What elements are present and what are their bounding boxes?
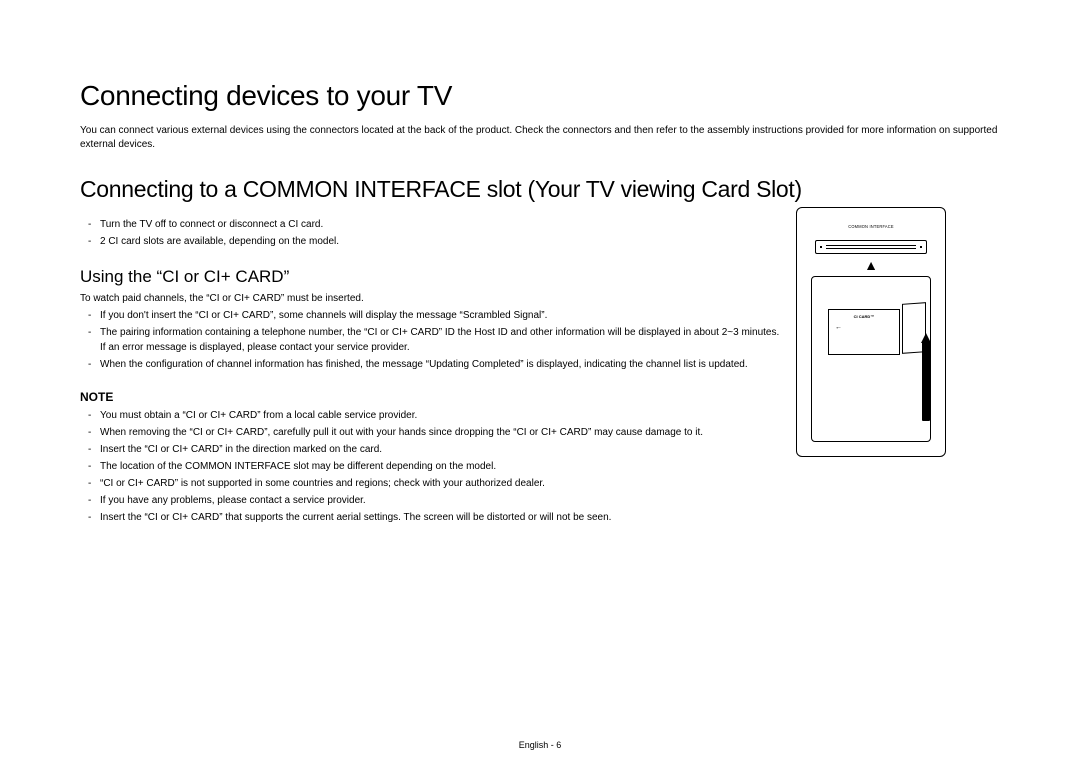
sub-section-title: Using the “CI or CI+ CARD” [80,267,780,287]
lower-panel-frame: CI CARD™ ← [811,276,931,442]
text-column: Turn the TV off to connect or disconnect… [80,217,780,543]
ci-slot-opening [826,245,916,249]
list-item: Insert the “CI or CI+ CARD” that support… [80,510,780,525]
content-row: Turn the TV off to connect or disconnect… [80,217,1020,543]
card-arrow-icon: ← [835,324,842,331]
ci-card-label: CI CARD™ [829,314,899,319]
list-item: The location of the COMMON INTERFACE slo… [80,459,780,474]
tv-edge-shape [922,341,930,421]
list-item: When the configuration of channel inform… [80,357,780,372]
list-item: Turn the TV off to connect or disconnect… [80,217,780,232]
page-footer: English - 6 [0,740,1080,750]
sub-bullet-list: If you don't insert the “CI or CI+ CARD”… [80,308,780,372]
ci-card-shape: CI CARD™ ← [828,309,900,355]
list-item: Insert the “CI or CI+ CARD” in the direc… [80,442,780,457]
note-heading: NOTE [80,390,780,404]
section-bullet-list: Turn the TV off to connect or disconnect… [80,217,780,249]
list-item: If you have any problems, please contact… [80,493,780,508]
section-title: Connecting to a COMMON INTERFACE slot (Y… [80,176,1020,203]
manual-page: Connecting devices to your TV You can co… [0,0,1080,780]
page-title: Connecting devices to your TV [80,80,1020,112]
arrow-up-icon: ▲ [864,258,878,272]
list-item: You must obtain a “CI or CI+ CARD” from … [80,408,780,423]
intro-paragraph: You can connect various external devices… [80,124,1000,152]
list-item: When removing the “CI or CI+ CARD”, care… [80,425,780,440]
sub-intro-text: To watch paid channels, the “CI or CI+ C… [80,293,780,304]
slot-label-text: COMMON INTERFACE [797,224,945,230]
note-bullet-list: You must obtain a “CI or CI+ CARD” from … [80,408,780,525]
ci-slot-shape [815,240,927,254]
list-item: If you don't insert the “CI or CI+ CARD”… [80,308,780,323]
list-item: “CI or CI+ CARD” is not supported in som… [80,476,780,491]
list-item: The pairing information containing a tel… [80,325,780,355]
list-item: 2 CI card slots are available, depending… [80,234,780,249]
ci-slot-illustration: COMMON INTERFACE ▲ CI CARD™ ← [796,207,946,457]
